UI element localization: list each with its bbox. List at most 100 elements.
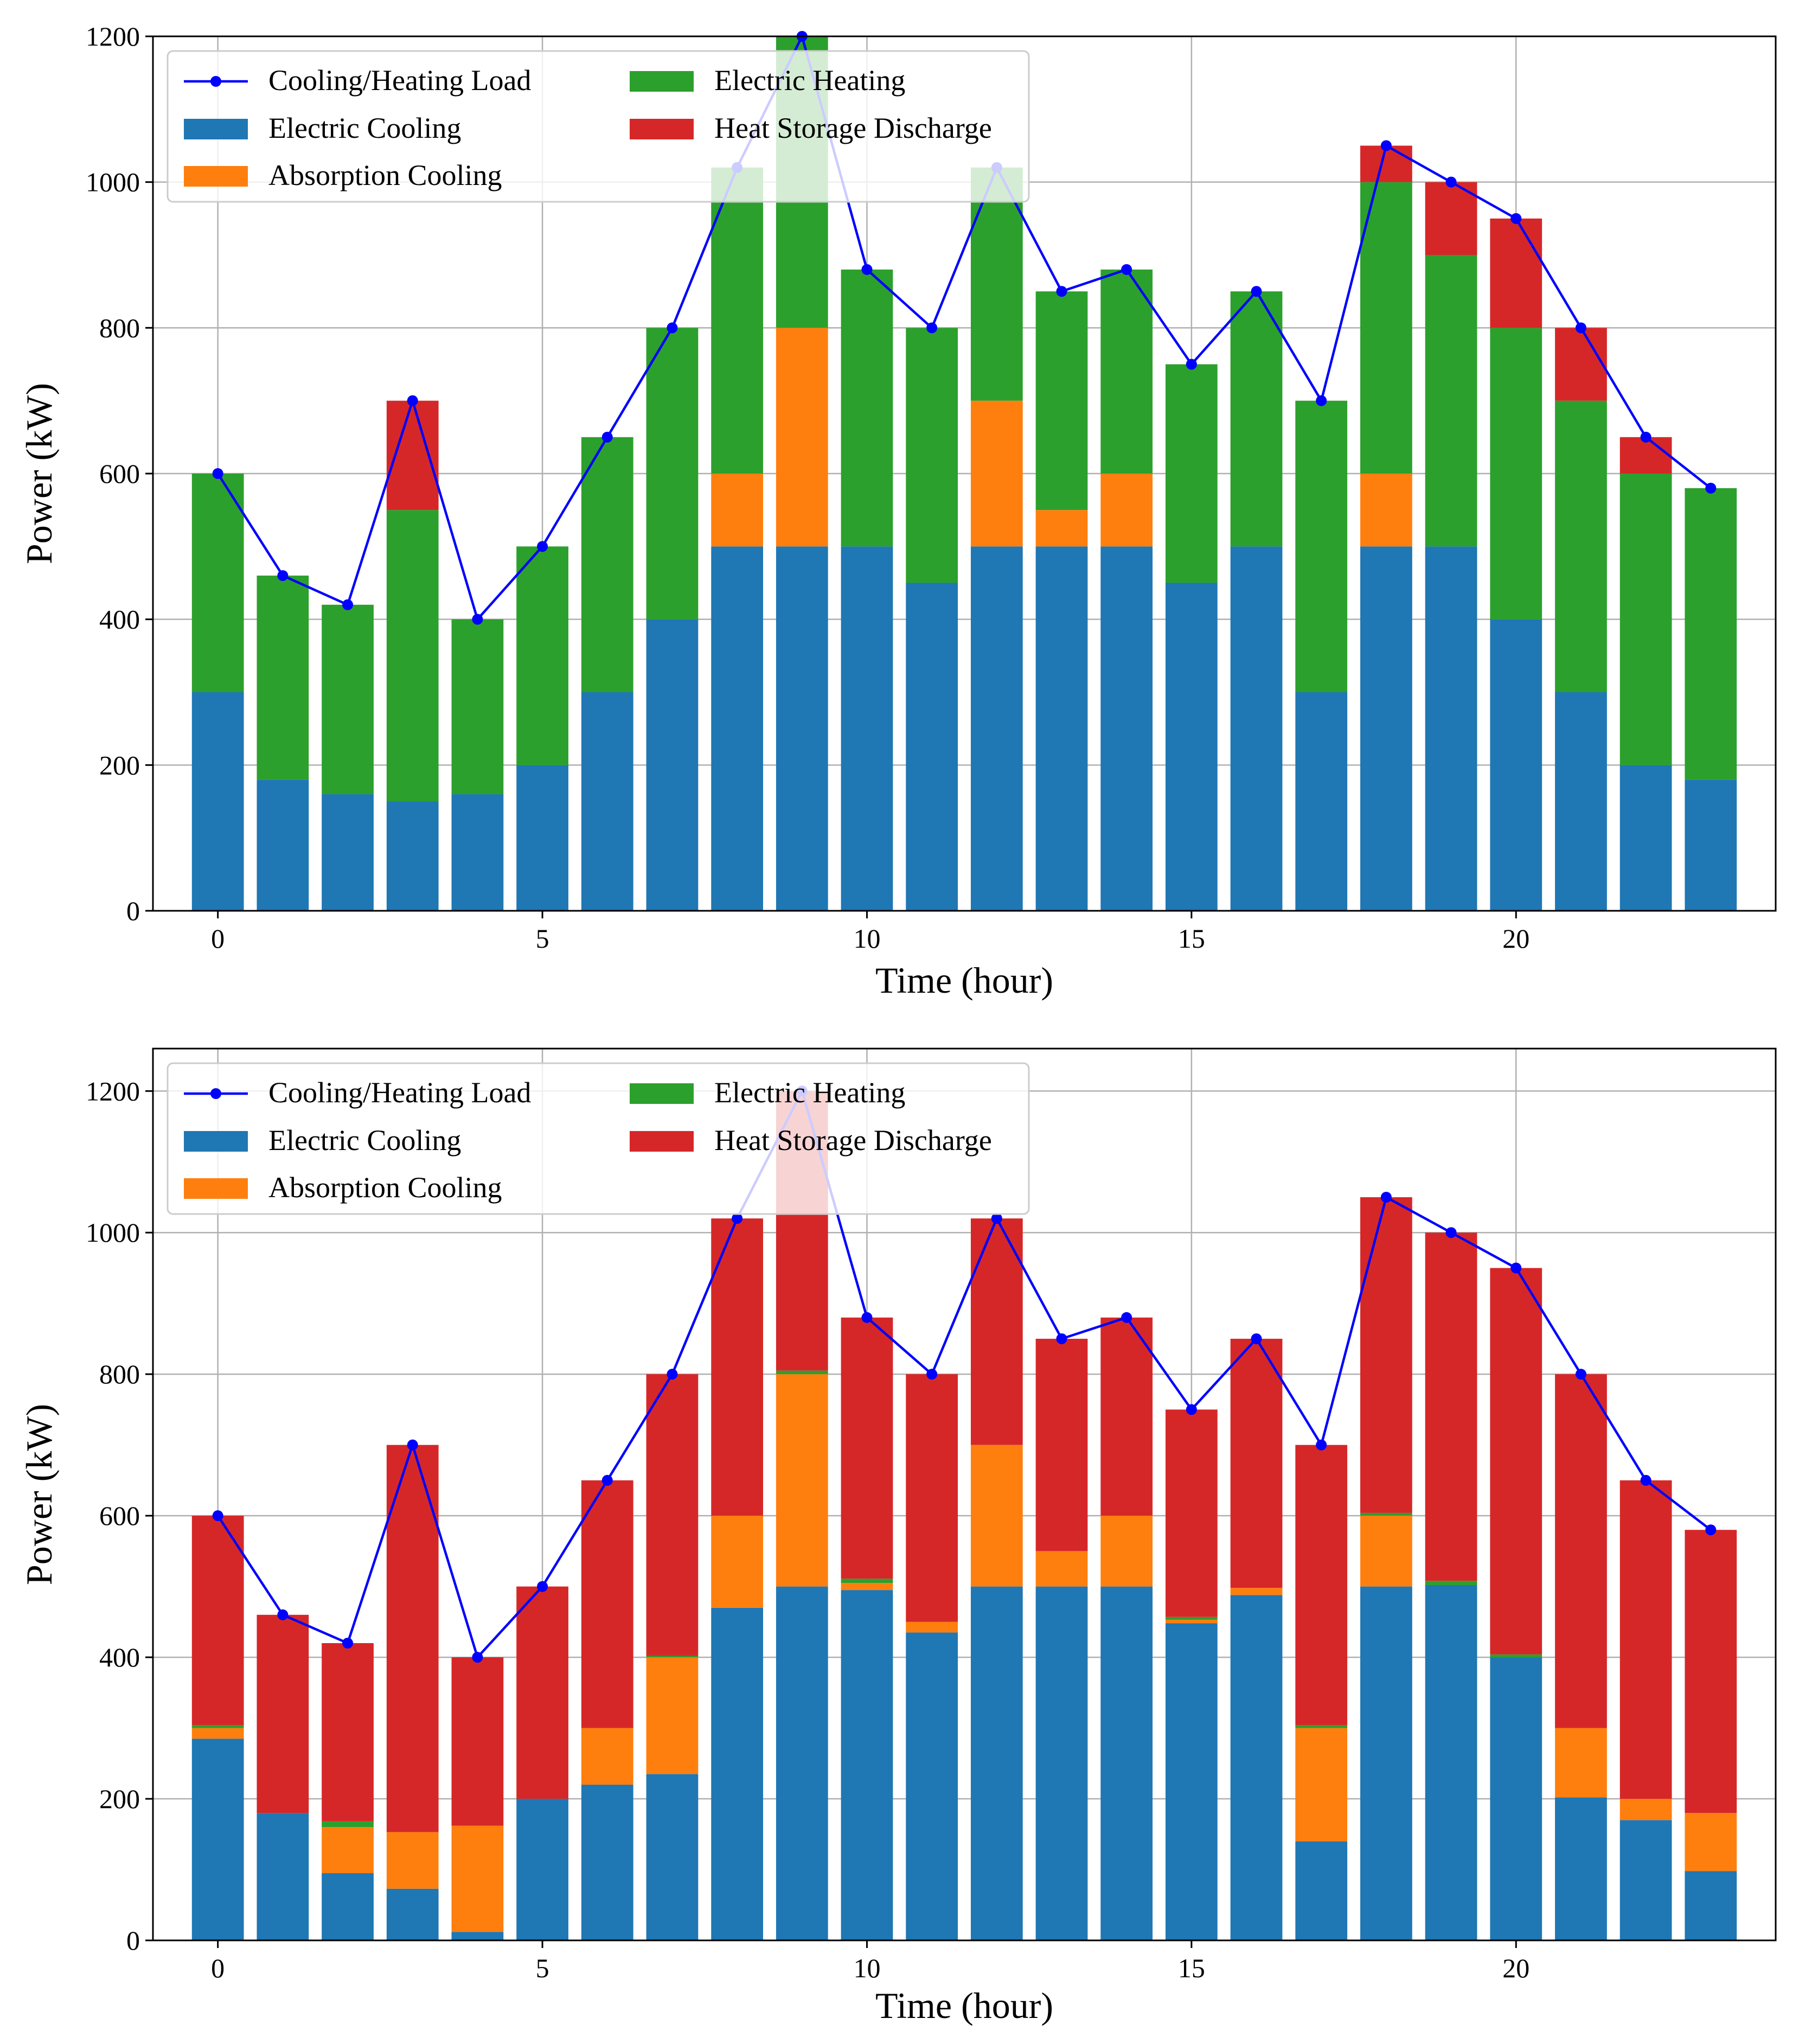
load-point-21 — [1575, 1369, 1586, 1380]
y-tick-label: 600 — [99, 458, 140, 489]
load-point-6 — [601, 1474, 613, 1486]
bar-ec-15 — [1166, 583, 1218, 911]
bar-eh-2 — [322, 1821, 374, 1828]
x-tick-label: 15 — [1178, 923, 1205, 954]
legend-label-ac: Absorption Cooling — [268, 159, 502, 191]
load-point-4 — [472, 614, 483, 625]
y-axis-label-2: Power (kW) — [18, 1404, 60, 1585]
load-point-17 — [1316, 1439, 1327, 1451]
bar-ec-3 — [386, 801, 439, 911]
bar-hs-7 — [646, 1374, 699, 1656]
bar-hs-2 — [322, 1643, 374, 1822]
bar-eh-17 — [1295, 1725, 1348, 1728]
bar-ac-13 — [1035, 510, 1088, 547]
x-tick-label: 20 — [1502, 923, 1529, 954]
x-axis-ticks-2: 0 5 10 15 20 — [211, 1940, 1529, 1983]
bar-hs-21 — [1555, 328, 1607, 401]
bar-ec-14 — [1100, 546, 1153, 911]
load-point-16 — [1251, 1333, 1262, 1344]
x-tick-label: 10 — [853, 1953, 880, 1983]
legend-label-eh: Electric Heating — [714, 1076, 905, 1109]
bar-ec-8 — [711, 1607, 763, 1940]
bar-eh-2 — [322, 604, 374, 795]
bar-eh-17 — [1295, 400, 1348, 692]
bar-eh-16 — [1230, 291, 1283, 547]
bar-hs-22 — [1619, 1480, 1672, 1799]
bar-eh-4 — [451, 619, 504, 795]
bar-eh-0 — [191, 474, 244, 692]
bar-ac-23 — [1685, 1813, 1737, 1871]
load-point-15 — [1186, 1404, 1197, 1415]
bar-ec-11 — [906, 1632, 958, 1940]
bar-ec-1 — [257, 1813, 309, 1940]
bar-eh-7 — [646, 328, 699, 619]
load-point-11 — [926, 322, 938, 334]
bar-hs-13 — [1035, 1338, 1088, 1551]
legend-label-load: Cooling/Heating Load — [268, 1076, 531, 1109]
bar-ec-8 — [711, 546, 763, 911]
bar-ec-10 — [841, 546, 893, 911]
bar-ac-4 — [451, 1825, 504, 1932]
bars-2 — [191, 1091, 1737, 1940]
legend-label-ec: Electric Cooling — [268, 1124, 461, 1157]
y-tick-label: 800 — [99, 312, 140, 343]
bar-eh-14 — [1100, 269, 1153, 474]
bar-ec-11 — [906, 583, 958, 911]
bar-hs-16 — [1230, 1338, 1283, 1588]
y-tick-label: 600 — [99, 1500, 140, 1531]
y-tick-label: 200 — [99, 750, 140, 780]
bar-eh-10 — [841, 269, 893, 547]
bar-ec-10 — [841, 1590, 893, 1940]
x-tick-label: 20 — [1502, 1953, 1529, 1983]
load-point-14 — [1121, 264, 1132, 275]
bar-ec-22 — [1619, 765, 1672, 911]
bar-eh-11 — [906, 328, 958, 583]
bar-ec-17 — [1295, 692, 1348, 911]
bar-ec-22 — [1619, 1820, 1672, 1940]
bar-ac-14 — [1100, 474, 1153, 547]
bar-ec-14 — [1100, 1586, 1153, 1940]
legend-label-ac: Absorption Cooling — [268, 1171, 502, 1204]
y-tick-label: 200 — [99, 1784, 140, 1814]
bar-ac-2 — [322, 1827, 374, 1874]
bar-hs-10 — [841, 1317, 893, 1579]
load-line-1 — [212, 31, 1717, 625]
legend-swatch-ec — [184, 1131, 248, 1152]
bar-eh-19 — [1425, 1581, 1477, 1586]
bar-hs-0 — [191, 1516, 244, 1726]
bar-eh-18 — [1360, 182, 1412, 474]
bar-hs-15 — [1166, 1409, 1218, 1617]
bar-ec-9 — [776, 1586, 828, 1940]
bar-eh-3 — [386, 510, 439, 802]
bar-hs-21 — [1555, 1374, 1607, 1728]
load-point-10 — [861, 264, 873, 275]
bar-ec-1 — [257, 780, 309, 911]
x-axis-label-2: Time (hour) — [875, 1985, 1053, 2026]
bar-eh-23 — [1685, 488, 1737, 780]
bar-ec-4 — [451, 794, 504, 911]
bar-ec-0 — [191, 692, 244, 911]
legend-swatch-ac — [184, 1178, 248, 1199]
bar-ac-11 — [906, 1621, 958, 1633]
bar-hs-20 — [1490, 218, 1542, 328]
load-point-13 — [1056, 286, 1067, 297]
bar-hs-17 — [1295, 1445, 1348, 1726]
load-point-18 — [1380, 140, 1392, 151]
x-axis-label-1: Time (hour) — [875, 960, 1053, 1001]
legend-swatch-ec — [184, 119, 248, 139]
bar-ac-8 — [711, 1516, 763, 1608]
bar-hs-8 — [711, 1218, 763, 1516]
bar-eh-5 — [516, 546, 568, 765]
bar-hs-19 — [1425, 182, 1477, 255]
bar-ec-2 — [322, 1873, 374, 1940]
bar-ac-12 — [970, 400, 1023, 547]
y-tick-label: 1000 — [86, 167, 140, 197]
load-point-7 — [667, 1369, 678, 1380]
x-tick-label: 0 — [211, 1953, 225, 1983]
y-tick-label: 1200 — [86, 1076, 140, 1106]
chart-panel-2: 0 200 400 600 800 1000 1200 0 5 10 15 20 Time (hou… — [18, 1047, 1777, 2026]
bar-eh-15 — [1166, 364, 1218, 583]
load-point-3 — [407, 395, 418, 406]
load-point-1 — [277, 570, 289, 582]
